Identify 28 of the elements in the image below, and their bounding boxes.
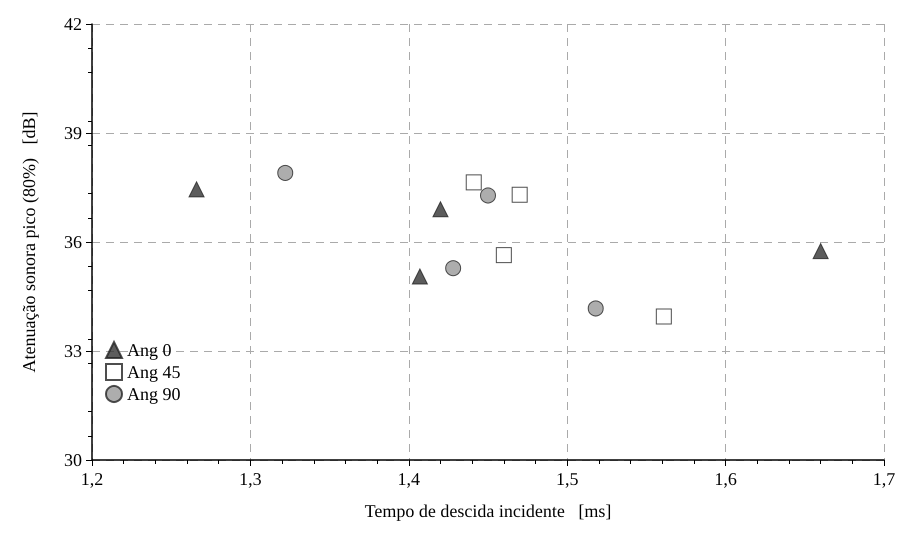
- x-tick-label: 1,6: [714, 469, 737, 489]
- x-tick-label: 1,5: [556, 469, 578, 489]
- x-tick-label: 1,3: [239, 469, 262, 489]
- point: [445, 260, 462, 276]
- point: [466, 174, 482, 190]
- point: [512, 186, 528, 203]
- y-tick-label: 33: [64, 341, 82, 361]
- point: [812, 243, 829, 260]
- point: [588, 300, 604, 316]
- point: [277, 164, 294, 181]
- y-axis-title: Atenuação sonora pico (80%) [dB]: [19, 112, 39, 372]
- y-tick-label: 30: [64, 450, 82, 470]
- point: [496, 247, 512, 264]
- x-tick-label: 1,4: [398, 469, 420, 489]
- x-axis-title: Tempo de descida incidente [ms]: [364, 501, 612, 521]
- point: [188, 181, 205, 198]
- y-tick-label: 36: [64, 232, 82, 252]
- legend-label: Ang 90: [127, 384, 180, 404]
- point: [412, 268, 428, 285]
- x-tick-label: 1,2: [80, 469, 104, 489]
- x-tick-label: 1,7: [872, 469, 896, 489]
- y-tick-label: 42: [64, 14, 82, 34]
- point: [480, 187, 496, 204]
- y-tick-label: 39: [64, 123, 82, 143]
- point: [656, 308, 672, 324]
- legend-label: Ang 0: [127, 340, 172, 360]
- legend-label: Ang 45: [127, 362, 180, 382]
- point: [432, 201, 448, 218]
